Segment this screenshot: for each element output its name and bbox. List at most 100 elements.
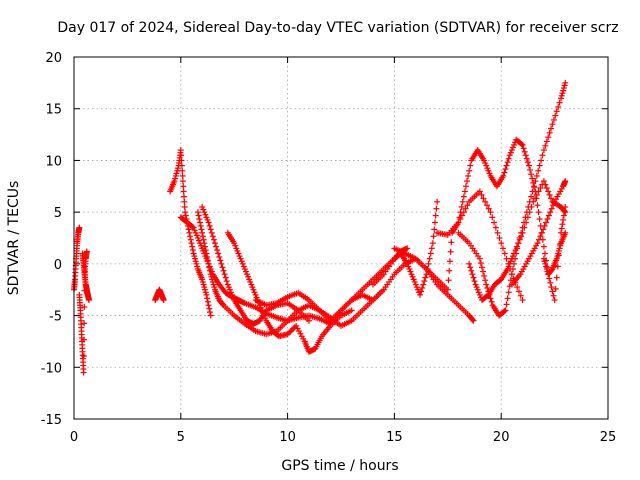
data-point [480,195,487,202]
data-point [461,188,468,195]
data-point [80,369,87,376]
data-point [535,167,542,174]
data-point [521,224,528,231]
x-tick-label: 20 [493,430,510,445]
data-point [189,243,196,250]
data-point [223,278,230,285]
data-point [182,212,189,219]
data-point [215,250,222,257]
data-point [419,284,426,291]
data-point [206,222,213,229]
data-point [485,205,492,212]
data-point [203,291,210,298]
data-point [466,260,473,267]
data-point [181,203,188,210]
data-point [554,263,561,270]
data-point [499,245,506,252]
data-point [478,191,485,198]
data-point [178,162,185,169]
data-point [540,243,547,250]
data-point [532,195,539,202]
data-point [426,255,433,262]
data-point [206,305,213,312]
data-point [521,148,528,155]
data-point [195,212,202,219]
series-arc-4h [152,286,167,304]
data-point [214,247,221,254]
data-point [199,233,206,240]
data-point [188,240,195,247]
data-point [205,302,212,309]
series-arc-early-2 [76,248,90,376]
data-point [177,147,184,154]
data-point [516,288,522,295]
data-point [562,229,569,236]
y-tick-label: -10 [41,361,62,376]
data-point [508,271,515,278]
data-point [433,205,440,212]
data-point [455,219,462,226]
data-point [518,141,525,148]
axis-ticks [73,56,609,420]
x-tick-label: 5 [177,430,185,445]
y-tick-label: -5 [49,310,62,325]
data-point [199,229,206,236]
data-point [482,198,489,205]
data-point [489,214,496,221]
data-point [457,209,464,216]
data-point [467,264,474,271]
y-tick-label: 15 [45,103,62,118]
data-point [546,129,553,136]
data-point [550,202,557,209]
data-point [539,152,546,159]
data-point [547,209,554,216]
data-point [535,236,542,243]
data-point [501,308,508,315]
data-point [482,277,489,284]
data-point [503,162,510,169]
data-point [467,162,474,169]
series-arc-G [370,198,441,298]
data-point [540,178,547,185]
data-point [476,188,483,195]
y-tick-label: 0 [54,258,62,273]
data-point [220,267,227,274]
data-point [503,301,510,308]
data-point [534,202,541,209]
data-point [478,264,485,271]
series-arc-K [466,178,569,304]
data-point [196,216,203,223]
data-point [201,240,208,247]
data-point [211,240,218,247]
data-point [529,175,536,182]
series-arc-H [391,188,526,304]
data-point [514,284,521,291]
plot-frame [73,56,609,420]
data-point [287,328,294,335]
y-tick-label: 20 [45,51,62,66]
data-point [488,298,495,305]
data-point [305,317,312,324]
data-point [544,216,551,223]
data-point [526,209,533,216]
data-point [550,292,557,299]
x-tick-label: 15 [386,430,403,445]
data-point [560,216,567,223]
data-point [284,331,291,338]
data-point [198,226,205,233]
data-point [498,240,505,247]
data-point [562,79,569,86]
data-point [469,271,476,278]
data-point [559,221,566,228]
data-point [524,214,531,221]
data-point [528,203,535,210]
data-point [434,198,441,205]
data-point [503,255,510,262]
data-point [560,212,567,219]
data-point [209,233,216,240]
series-arc-L [508,178,569,288]
data-point [427,250,434,257]
data-point [458,203,465,210]
data-point [522,152,529,159]
data-point [552,112,559,119]
